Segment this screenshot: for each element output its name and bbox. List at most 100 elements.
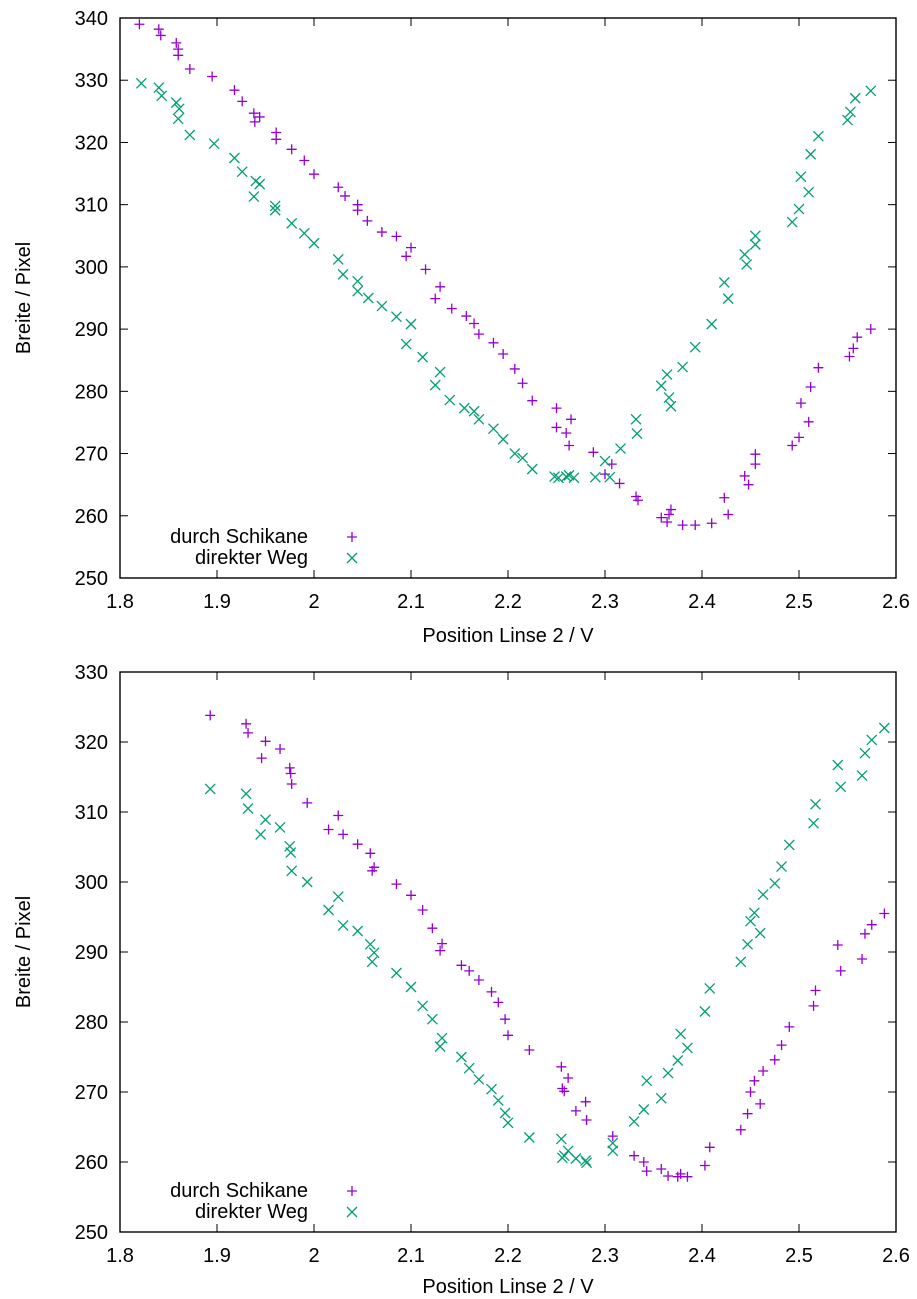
point-direkt — [549, 471, 561, 483]
point-direkt — [589, 471, 601, 483]
point-direkt — [444, 394, 456, 406]
point-schikane — [859, 928, 870, 939]
point-direkt — [631, 428, 643, 440]
point-schikane — [473, 329, 484, 340]
point-direkt — [769, 877, 781, 889]
point-schikane — [581, 1115, 592, 1125]
point-schikane — [787, 440, 798, 451]
legend-marker-glyph — [347, 1186, 357, 1196]
y-tick-label: 310 — [75, 802, 108, 824]
point-schikane — [509, 363, 520, 374]
point-direkt — [748, 907, 760, 919]
point-schikane — [184, 64, 195, 75]
y-tick-label: 250 — [75, 1222, 108, 1244]
x-tick-label: 2.4 — [688, 591, 716, 613]
point-schikane — [338, 829, 349, 840]
legend-label-schikane: durch Schikane — [170, 526, 308, 548]
point-direkt — [509, 448, 521, 460]
x-tick-label: 2.1 — [397, 1245, 425, 1267]
point-schikane — [406, 890, 416, 901]
point-direkt — [832, 759, 844, 771]
point-direkt — [742, 938, 754, 950]
point-schikane — [566, 414, 577, 425]
point-schikane — [391, 879, 402, 890]
point-schikane — [527, 395, 538, 406]
y-tick-label: 260 — [75, 506, 108, 528]
point-schikane — [745, 1087, 756, 1097]
plot-frame — [119, 17, 897, 579]
point-schikane — [813, 362, 824, 373]
axis-ticks: 1.8 1.9 2 2.1 2.2 2.3 2.4 2.5 2.6 250 260 270 280 290… — [75, 662, 910, 1267]
legend: durch Schikane direkter Weg — [170, 1180, 358, 1223]
point-direkt — [426, 1013, 438, 1025]
point-direkt — [558, 1150, 570, 1162]
point-schikane — [795, 398, 806, 409]
point-schikane — [742, 1108, 753, 1119]
point-direkt — [739, 248, 751, 260]
point-schikane — [810, 985, 821, 996]
x-axis-title: Position Linse 2 / V — [422, 1276, 594, 1298]
point-schikane — [743, 479, 754, 490]
legend-marker-glyph — [346, 1206, 358, 1218]
point-schikane — [835, 965, 846, 976]
point-direkt — [458, 402, 470, 414]
point-schikane — [229, 85, 240, 96]
point-direkt — [436, 1032, 448, 1044]
x-tick-label: 2.6 — [882, 591, 910, 613]
point-direkt — [810, 798, 821, 810]
point-schikane — [243, 727, 254, 738]
point-schikane — [629, 1150, 640, 1161]
point-direkt — [783, 839, 795, 851]
x-tick-label: 2.3 — [591, 591, 619, 613]
point-schikane — [699, 1160, 710, 1171]
point-schikane — [832, 940, 843, 950]
point-direkt — [706, 318, 718, 330]
y-tick-label: 280 — [75, 1012, 108, 1034]
point-schikane — [254, 111, 265, 122]
point-schikane — [656, 512, 667, 523]
y-tick-label: 310 — [75, 195, 108, 217]
point-schikane — [486, 986, 497, 997]
point-schikane — [865, 324, 876, 335]
point-direkt — [486, 1083, 497, 1095]
point-direkt — [776, 861, 787, 873]
point-schikane — [564, 440, 575, 451]
point-schikane — [249, 116, 260, 127]
point-schikane — [632, 495, 643, 506]
point-schikane — [299, 155, 310, 166]
point-schikane — [340, 190, 351, 201]
point-direkt — [599, 455, 611, 467]
y-tick-label: 320 — [75, 132, 108, 154]
point-direkt — [184, 129, 196, 141]
point-direkt — [434, 1041, 446, 1052]
point-direkt — [856, 770, 868, 782]
point-direkt — [364, 938, 376, 950]
point-direkt — [390, 967, 402, 979]
point-schikane — [427, 923, 438, 934]
legend-marker-glyph — [346, 552, 358, 564]
point-direkt — [502, 1117, 514, 1129]
point-direkt — [236, 166, 248, 178]
point-schikane — [207, 71, 218, 82]
point-schikane — [271, 134, 282, 145]
point-direkt — [757, 889, 769, 901]
point-schikane — [362, 215, 373, 226]
point-schikane — [551, 422, 562, 433]
legend-label-schikane: durch Schikane — [170, 1180, 308, 1202]
point-schikane — [171, 37, 182, 48]
point-direkt — [352, 285, 364, 297]
point-direkt — [286, 217, 298, 229]
point-direkt — [204, 783, 216, 795]
point-schikane — [852, 332, 863, 343]
x-tick-label: 2.6 — [882, 1245, 910, 1267]
point-direkt — [808, 817, 820, 829]
point-schikane — [677, 520, 688, 531]
point-schikane — [173, 50, 184, 61]
point-schikane — [844, 351, 855, 362]
point-schikane — [556, 1061, 567, 1072]
y-tick-label: 300 — [75, 872, 108, 894]
point-schikane — [808, 1000, 819, 1011]
point-direkt — [172, 113, 184, 125]
point-schikane — [675, 1168, 686, 1179]
y-axis-title: Breite / Pixel — [13, 242, 35, 354]
